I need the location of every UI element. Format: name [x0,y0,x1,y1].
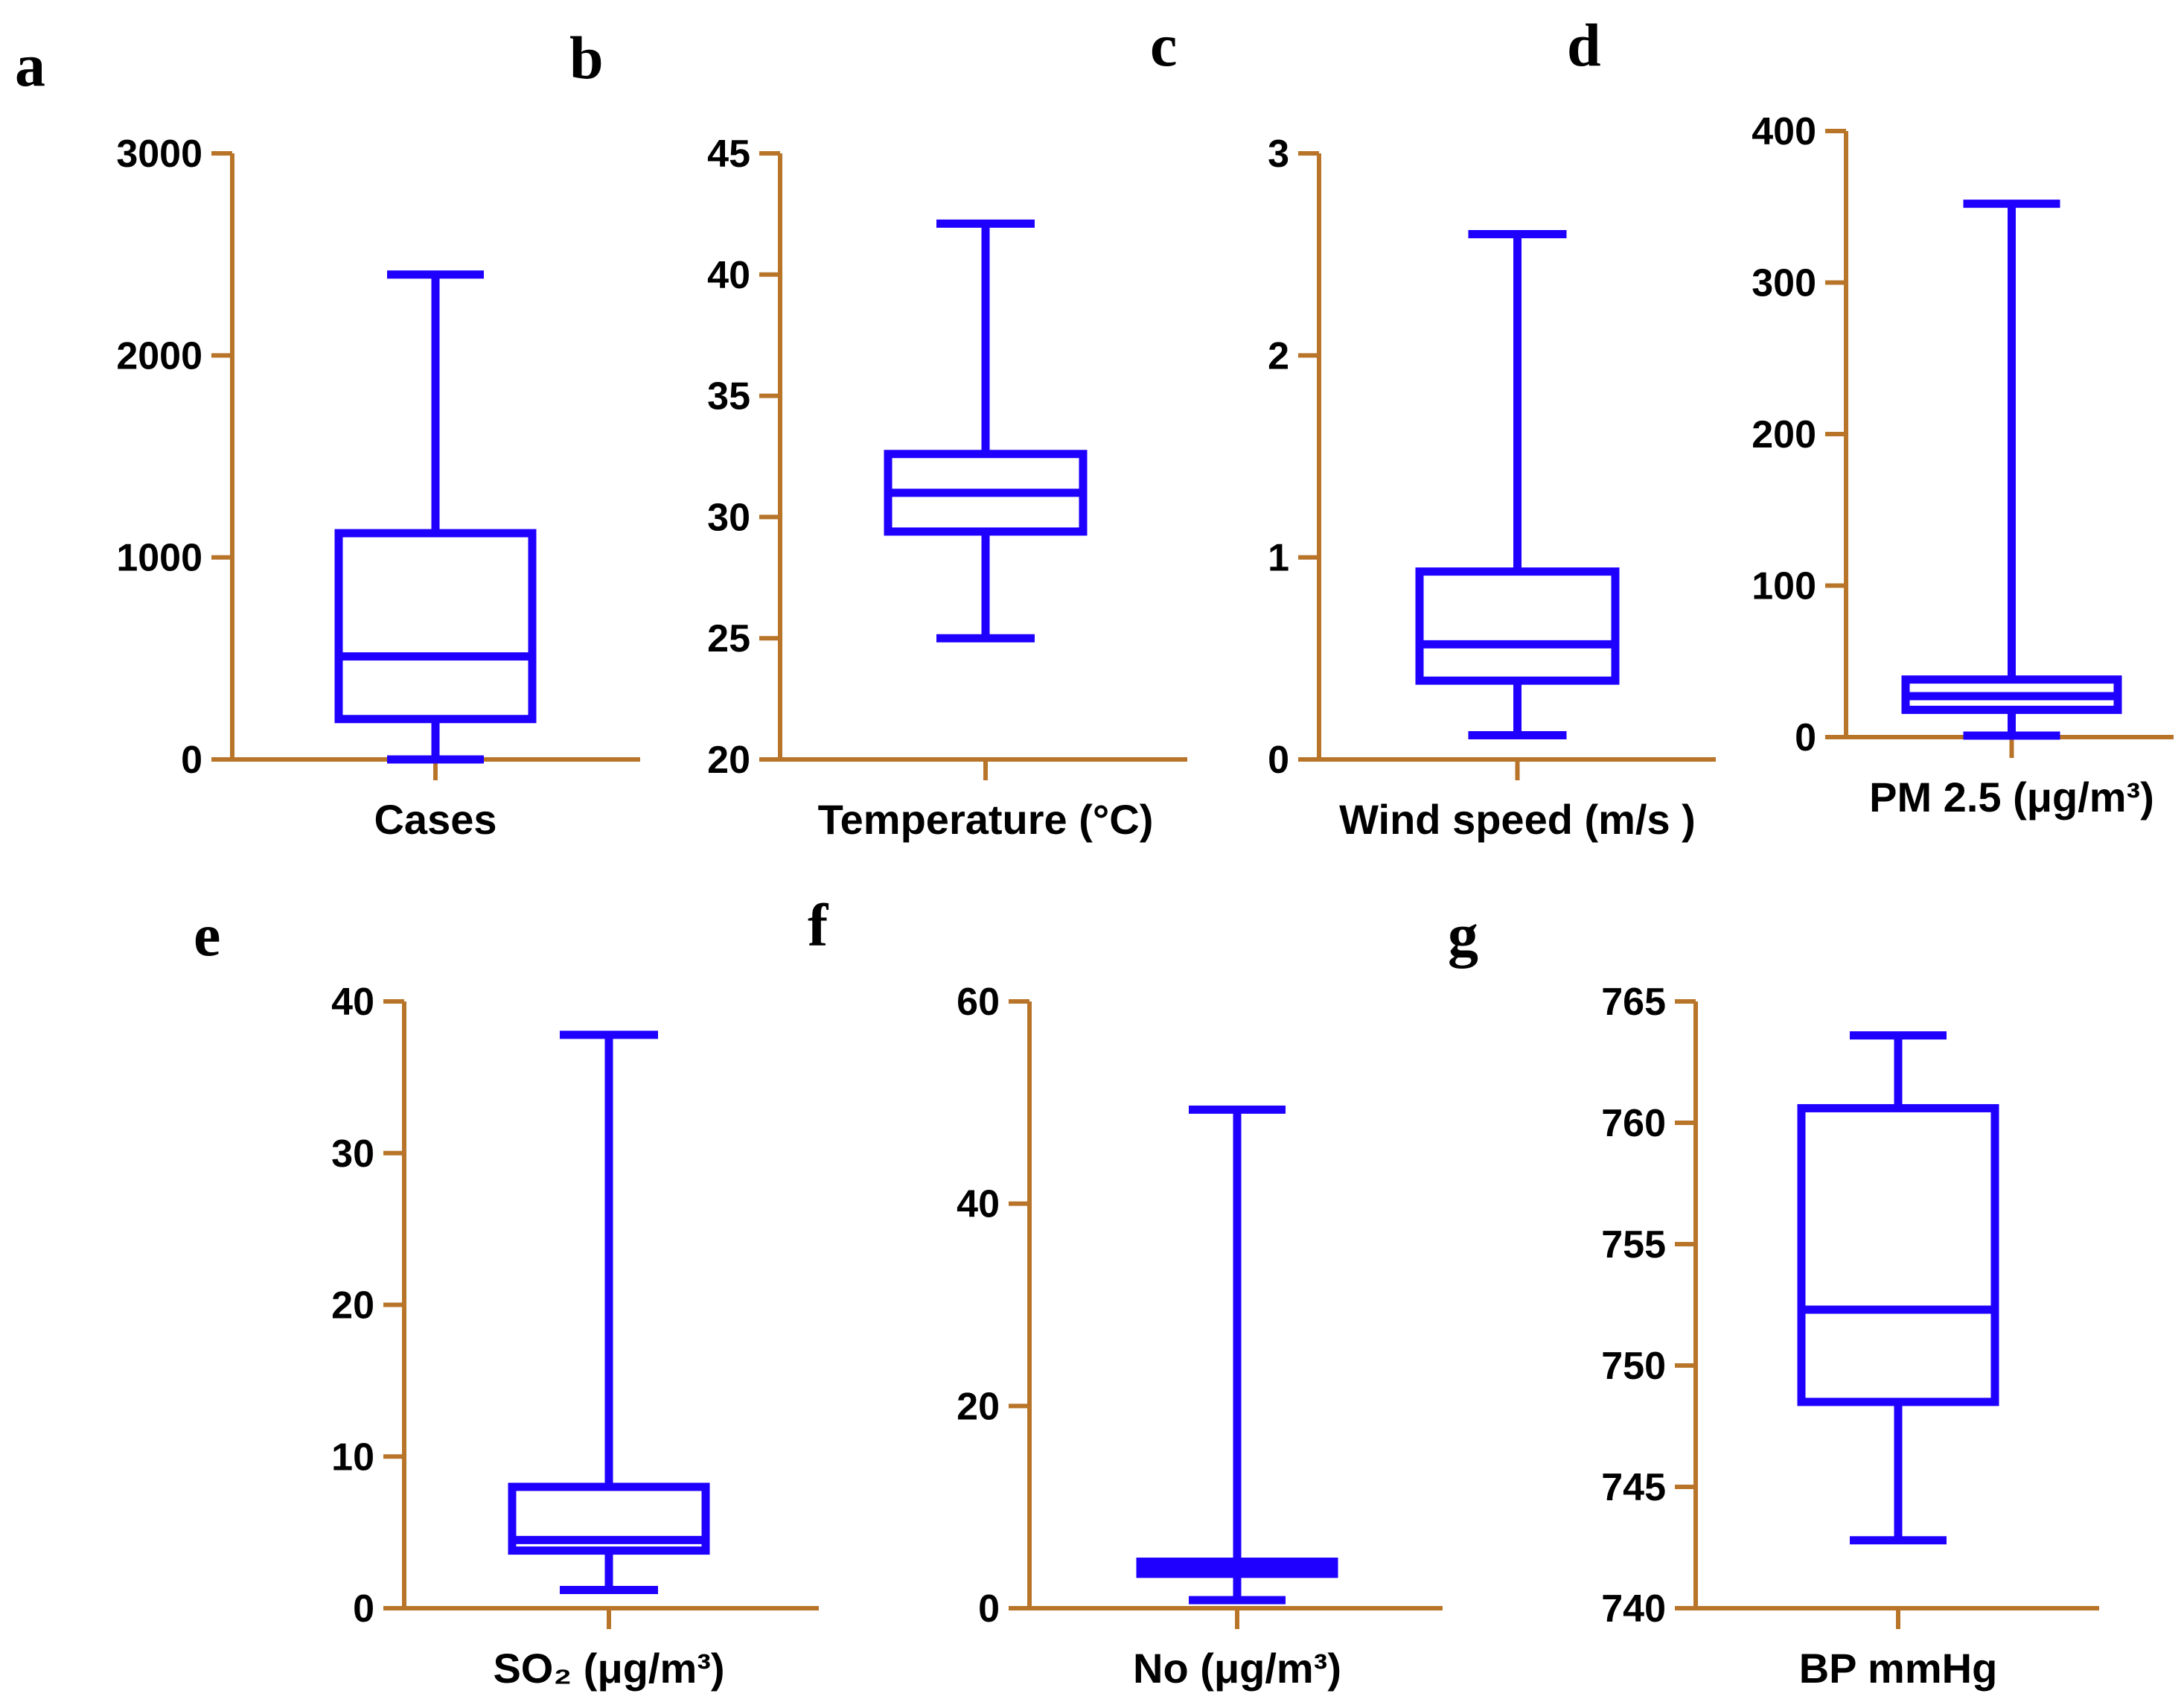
y-tick-label: 0 [1268,739,1289,782]
panel-e: e 0 10 20 30 40 SO₂ (μg/m³) [194,901,819,1692]
x-axis-label: SO₂ (μg/m³) [493,1645,724,1692]
panel-f: f 0 20 40 60 No (μg/m³) [808,891,1443,1692]
y-tick-label: 45 [707,133,750,176]
panel-d: d 0 100 200 300 400 PM 2.5 (μg/m³) [1567,11,2174,820]
panel-letter: e [194,901,220,969]
panel-letter: c [1150,11,1177,79]
y-tick-label: 20 [957,1385,1000,1428]
iqr-box [334,529,537,724]
y-tick-label: 1 [1268,537,1289,580]
y-tick-label: 0 [181,739,202,782]
y-tick-label: 400 [1752,110,1816,153]
y-tick-label: 10 [331,1435,374,1479]
y-tick-label: 40 [707,254,750,297]
iqr-box [1415,567,1620,685]
x-axis-label: No (μg/m³) [1133,1645,1341,1692]
x-axis-label: BP mmHg [1799,1645,1998,1692]
panel-letter: f [808,891,829,959]
y-tick-label: 740 [1601,1587,1666,1631]
y-tick-label: 2000 [116,334,202,377]
y-tick-label: 1000 [116,537,202,580]
y-tick-label: 40 [957,1183,1000,1226]
y-tick-label: 0 [1795,716,1816,759]
y-tick-label: 3 [1268,133,1289,176]
x-axis-label: PM 2.5 (μg/m³) [1869,774,2154,820]
y-tick-label: 300 [1752,262,1816,305]
x-axis-label: Wind speed (m/s ) [1339,796,1696,843]
x-axis-label: Cases [374,796,496,843]
y-tick-label: 25 [707,617,750,660]
panel-b: b 20 25 30 35 40 45 Temperature (°C) [569,24,1187,843]
y-tick-label: 30 [331,1132,374,1176]
panel-letter: b [569,24,604,92]
y-tick-label: 20 [331,1284,374,1328]
panel-a: a 0 1000 2000 3000 Cases [15,31,640,843]
y-tick-label: 755 [1601,1223,1666,1266]
y-tick-label: 0 [978,1587,1000,1631]
panel-letter: g [1448,901,1478,969]
iqr-box [1797,1103,1999,1406]
y-tick-label: 3000 [116,133,202,176]
panel-c: c 0 1 2 3 Wind speed (m/s ) [1150,11,1716,843]
y-tick-label: 40 [331,981,374,1024]
y-tick-label: 0 [353,1587,374,1631]
panel-g: g 740 745 750 755 760 765 BP mmHg [1448,901,2099,1692]
y-tick-label: 60 [957,981,1000,1024]
y-tick-label: 20 [707,739,750,782]
y-tick-label: 35 [707,375,750,418]
y-tick-label: 30 [707,496,750,539]
x-axis-label: Temperature (°C) [818,796,1154,843]
y-tick-label: 765 [1601,981,1666,1024]
y-tick-label: 100 [1752,565,1816,608]
y-tick-label: 745 [1601,1466,1666,1509]
iqr-box [508,1482,710,1555]
y-tick-label: 750 [1601,1345,1666,1388]
y-tick-label: 200 [1752,413,1816,456]
panel-letter: a [15,31,45,99]
y-tick-label: 760 [1601,1102,1666,1145]
y-tick-label: 2 [1268,334,1289,377]
panel-letter: d [1567,11,1601,79]
